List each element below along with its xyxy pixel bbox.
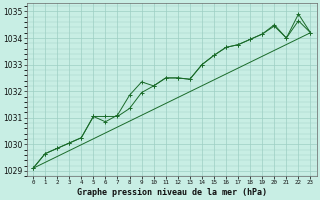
X-axis label: Graphe pression niveau de la mer (hPa): Graphe pression niveau de la mer (hPa)	[77, 188, 267, 197]
